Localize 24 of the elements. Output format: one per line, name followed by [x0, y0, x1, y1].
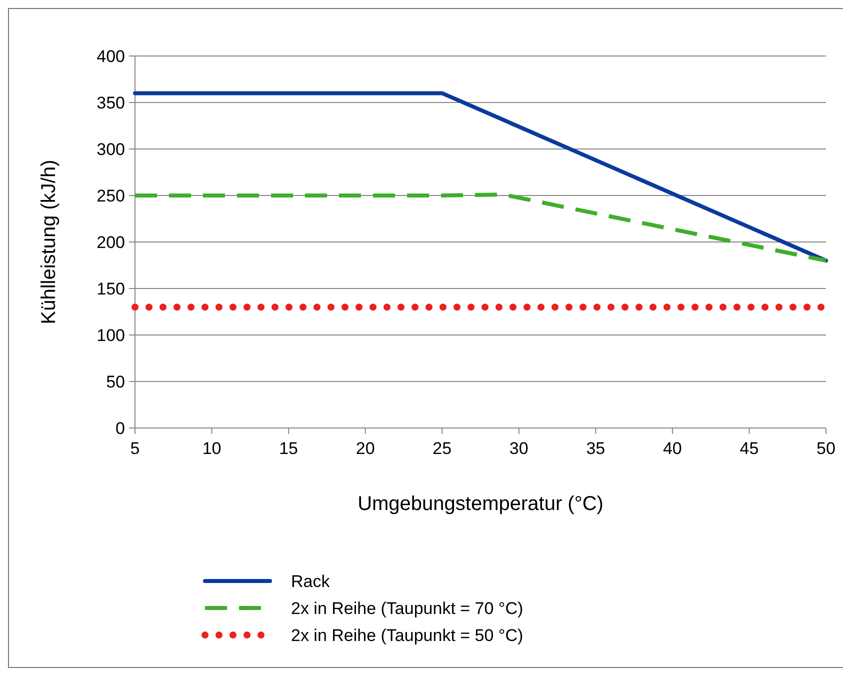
y-tick-label: 200	[96, 232, 125, 252]
x-tick-label: 40	[662, 439, 682, 458]
x-tick-label: 25	[432, 439, 452, 458]
y-axis-title: Kühlleistung (kJ/h)	[38, 160, 60, 324]
y-tick-label: 100	[96, 326, 125, 345]
x-tick-label: 45	[740, 439, 759, 458]
y-tick-label: 250	[96, 186, 125, 206]
y-tick-label: 400	[96, 46, 125, 66]
y-tick-label: 0	[116, 418, 125, 438]
x-tick-label: 35	[586, 439, 606, 458]
x-tick-label: 50	[816, 439, 836, 458]
y-tick-label: 300	[96, 140, 125, 159]
legend-label: Rack	[291, 572, 330, 591]
x-tick-label: 10	[202, 439, 222, 458]
y-tick-label: 150	[96, 279, 125, 298]
y-tick-label: 350	[96, 93, 125, 112]
x-tick-label: 15	[279, 439, 298, 458]
x-axis-title: Umgebungstemperatur (°C)	[358, 493, 604, 515]
x-tick-label: 30	[509, 439, 528, 458]
legend-label: 2x in Reihe (Taupunkt = 70 °C)	[291, 598, 524, 618]
x-tick-label: 20	[356, 439, 375, 458]
y-tick-label: 50	[106, 372, 125, 392]
x-tick-label: 5	[130, 439, 140, 458]
legend-label: 2x in Reihe (Taupunkt = 50 °C)	[291, 626, 524, 645]
